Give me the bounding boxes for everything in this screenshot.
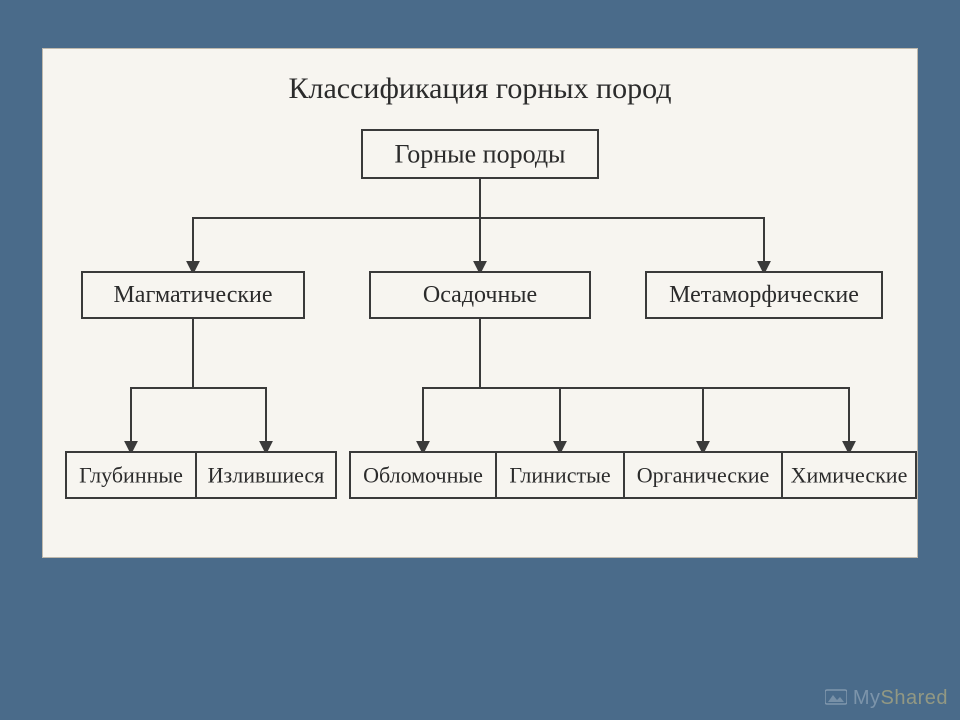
watermark-icon — [825, 688, 847, 712]
node-label-chem: Химические — [791, 463, 908, 488]
node-chem: Химические — [782, 452, 916, 498]
edge-root-magm — [193, 178, 480, 272]
edge-osad-chem — [480, 318, 849, 452]
node-glub: Глубинные — [66, 452, 196, 498]
node-magm: Магматические — [82, 272, 304, 318]
node-oblo: Обломочные — [350, 452, 496, 498]
node-label-glin: Глинистые — [509, 463, 610, 488]
diagram-paper: Классификация горных пород Горные породы М… — [42, 48, 918, 558]
edge-root-meta — [480, 178, 764, 272]
edge-osad-orga — [480, 318, 703, 452]
diagram-title: Классификация горных пород — [288, 72, 671, 105]
node-orga: Органические — [624, 452, 782, 498]
node-label-magm: Магматические — [113, 282, 272, 308]
node-meta: Метаморфические — [646, 272, 882, 318]
node-label-osad: Осадочные — [423, 282, 537, 308]
watermark: MyShared — [825, 687, 948, 712]
edge-magm-glub — [131, 318, 193, 452]
classification-tree: Классификация горных пород Горные породы М… — [42, 48, 918, 558]
node-root: Горные породы — [362, 130, 598, 178]
edge-osad-glin — [480, 318, 560, 452]
edge-osad-oblo — [423, 318, 480, 452]
node-osad: Осадочные — [370, 272, 590, 318]
node-label-izli: Излившиеся — [208, 463, 325, 488]
watermark-brand1: My — [853, 687, 881, 709]
node-label-oblo: Обломочные — [363, 463, 483, 488]
node-label-root: Горные породы — [394, 140, 565, 169]
node-label-glub: Глубинные — [79, 463, 183, 488]
node-label-orga: Органические — [637, 463, 770, 488]
edge-magm-izli — [193, 318, 266, 452]
watermark-brand2: Shared — [881, 687, 949, 709]
node-glin: Глинистые — [496, 452, 624, 498]
node-izli: Излившиеся — [196, 452, 336, 498]
node-label-meta: Метаморфические — [669, 282, 859, 308]
slide-background: Классификация горных пород Горные породы М… — [0, 0, 960, 720]
